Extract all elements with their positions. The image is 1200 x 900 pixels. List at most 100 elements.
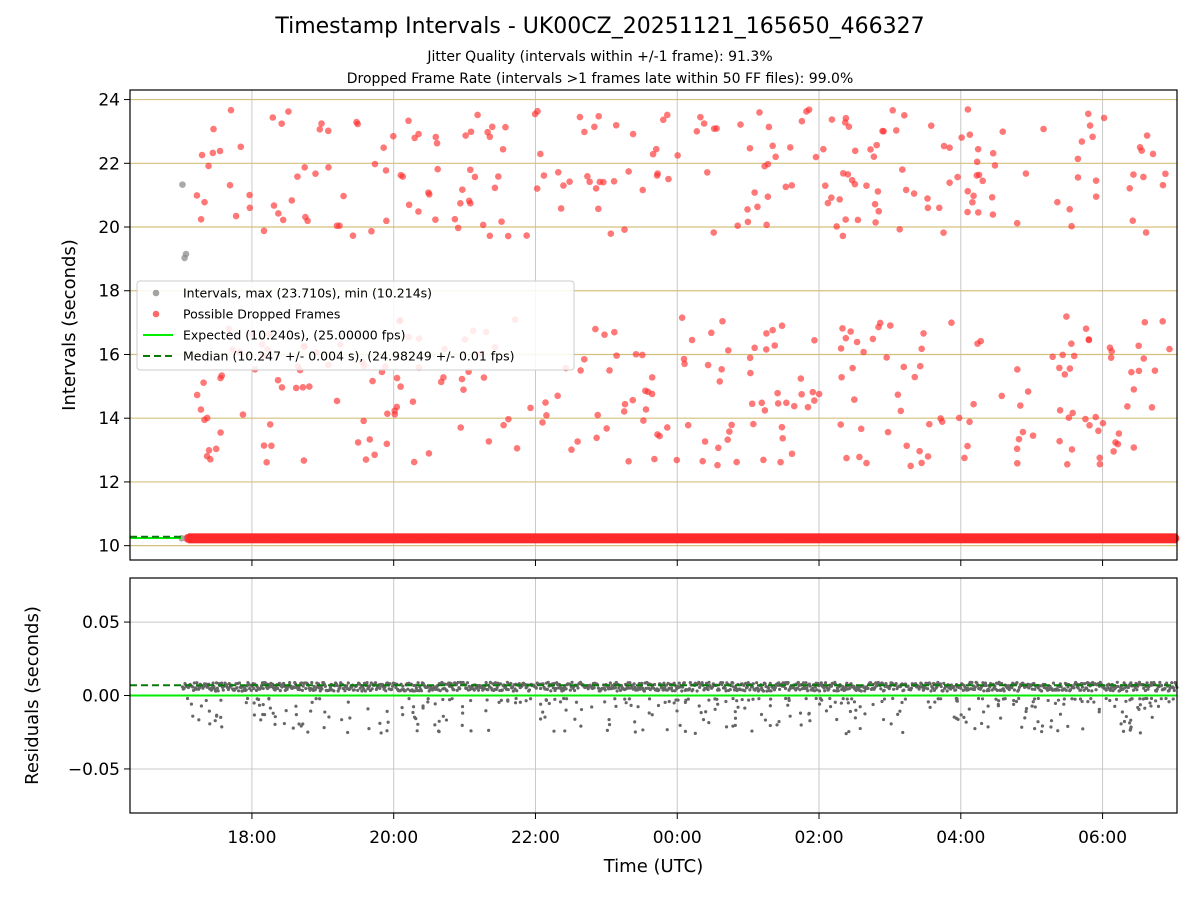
residual-point bbox=[1064, 688, 1068, 692]
residual-point bbox=[686, 697, 690, 701]
residual-point bbox=[1076, 686, 1080, 690]
residual-point bbox=[1141, 697, 1145, 701]
residual-point bbox=[987, 688, 991, 693]
residual-point bbox=[615, 689, 619, 693]
residual-point bbox=[871, 702, 875, 707]
residual-point bbox=[590, 705, 594, 709]
residual-point bbox=[808, 684, 812, 688]
residual-point bbox=[596, 686, 601, 690]
dropped-frame-point bbox=[693, 127, 701, 135]
residual-point bbox=[682, 681, 686, 685]
dropped-frame-point bbox=[600, 178, 607, 186]
dropped-frame-point bbox=[924, 195, 931, 202]
dropped-frame-point bbox=[574, 438, 581, 445]
dropped-frame-point bbox=[393, 374, 401, 382]
residual-point bbox=[863, 712, 867, 716]
residual-point bbox=[735, 699, 739, 703]
residual-point bbox=[777, 720, 781, 724]
dropped-frame-point bbox=[1092, 413, 1100, 421]
dropped-frame-point bbox=[209, 149, 217, 157]
residual-point bbox=[769, 689, 773, 693]
residual-point bbox=[1092, 700, 1096, 704]
dropped-frame-point bbox=[260, 227, 268, 235]
xtick-label: 20:00 bbox=[369, 828, 418, 848]
residual-point bbox=[889, 722, 893, 726]
residual-point bbox=[1104, 688, 1108, 692]
residual-point bbox=[839, 701, 843, 705]
residual-point bbox=[731, 696, 735, 701]
dropped-frame-point bbox=[964, 208, 971, 216]
dropped-frame-point bbox=[867, 146, 874, 153]
dropped-frame-point bbox=[371, 451, 378, 459]
dropped-frame-point bbox=[815, 390, 823, 398]
residual-point bbox=[346, 730, 350, 735]
dropped-frame-point bbox=[1056, 437, 1063, 445]
residual-point bbox=[1002, 689, 1006, 693]
dropped-frame-point bbox=[734, 222, 741, 229]
residual-point bbox=[570, 680, 574, 685]
residual-point bbox=[461, 711, 465, 715]
dropped-frame-point bbox=[803, 108, 810, 115]
residual-point bbox=[310, 700, 314, 704]
dropped-frame-point bbox=[751, 344, 758, 352]
dropped-frame-point bbox=[863, 182, 870, 189]
residual-point bbox=[340, 718, 344, 722]
residual-point bbox=[1171, 697, 1175, 701]
dropped-frame-point bbox=[659, 116, 667, 124]
residual-point bbox=[1033, 726, 1037, 731]
residual-point bbox=[740, 697, 744, 702]
residual-point bbox=[419, 689, 424, 693]
dropped-frame-point bbox=[940, 229, 947, 236]
dropped-frame-point bbox=[948, 319, 955, 326]
residual-point bbox=[717, 688, 721, 692]
residual-point bbox=[1030, 687, 1034, 691]
residual-point bbox=[932, 688, 937, 692]
dropped-frame-point bbox=[654, 170, 661, 177]
residual-point bbox=[624, 701, 628, 705]
residual-point bbox=[647, 697, 652, 701]
residual-point bbox=[675, 709, 679, 713]
residual-point bbox=[363, 689, 367, 693]
residual-point bbox=[613, 697, 617, 701]
residual-point bbox=[628, 681, 632, 685]
residual-point bbox=[1148, 701, 1152, 705]
dropped-frame-point bbox=[1096, 454, 1103, 462]
residual-point bbox=[562, 696, 566, 701]
residual-point bbox=[644, 686, 648, 690]
dropped-frame-point bbox=[568, 446, 575, 453]
dropped-frame-point bbox=[207, 456, 214, 463]
dropped-frame-point bbox=[916, 447, 923, 455]
residual-point bbox=[603, 700, 607, 704]
residual-point bbox=[859, 689, 863, 693]
residual-point bbox=[414, 686, 418, 690]
dropped-frame-point bbox=[312, 170, 319, 177]
residual-point bbox=[564, 697, 569, 701]
dropped-frame-point bbox=[486, 232, 494, 240]
residual-point bbox=[666, 681, 670, 685]
dropped-frame-point bbox=[611, 328, 618, 336]
residual-point bbox=[264, 681, 268, 685]
dropped-frame-point bbox=[779, 434, 786, 442]
dropped-frame-point bbox=[837, 345, 845, 352]
dropped-frame-point bbox=[697, 113, 704, 121]
residual-point bbox=[973, 685, 977, 689]
dropped-frame-point bbox=[703, 169, 711, 176]
dropped-frame-point bbox=[205, 162, 212, 170]
residual-point bbox=[1172, 688, 1176, 693]
dropped-frame-point bbox=[704, 361, 712, 369]
residual-point bbox=[216, 689, 220, 693]
residual-point bbox=[385, 729, 389, 733]
residual-point bbox=[733, 710, 737, 714]
dropped-frame-point bbox=[674, 152, 681, 159]
dropped-frame-point bbox=[998, 392, 1006, 400]
dropped-frame-point bbox=[1138, 147, 1146, 154]
residual-point bbox=[1040, 729, 1044, 734]
residual-point bbox=[814, 696, 818, 701]
residual-point bbox=[406, 687, 410, 691]
dropped-frame-point bbox=[1130, 444, 1138, 451]
residual-point bbox=[299, 681, 304, 685]
dropped-frame-point bbox=[839, 325, 846, 332]
residual-point bbox=[267, 697, 271, 701]
dropped-frame-point bbox=[586, 178, 593, 186]
